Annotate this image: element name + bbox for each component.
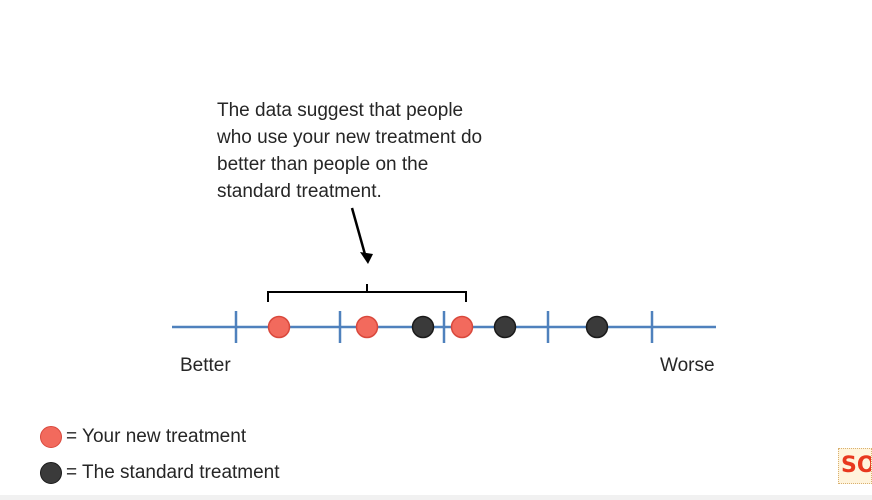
new-treatment-point [267,315,291,339]
annotation-text: The data suggest that people who use you… [217,97,537,205]
annotation-line: standard treatment. [217,181,382,202]
legend-item-new-treatment: = Your new treatment [40,425,246,449]
arrow-head [360,252,373,264]
standard-treatment-point [585,315,609,339]
arrow-shaft [350,207,368,259]
new-treatment-point [450,315,474,339]
standard-treatment-point [411,315,435,339]
scale-ticks [234,311,654,343]
worse-label: Worse [660,355,715,376]
logo: SO [838,448,872,484]
better-label: Better [180,355,231,376]
bracket [267,284,467,302]
legend-label: = Your new treatment [66,426,247,447]
bottom-divider [0,495,872,500]
legend-label: = The standard treatment [66,462,280,483]
red-dot-icon [40,426,62,448]
data-points [267,315,609,339]
annotation-line: better than people on the [217,154,429,175]
dark-dot-icon [40,462,62,484]
annotation-line: who use your new treatment do [217,127,483,148]
standard-treatment-point [493,315,517,339]
legend-item-standard-treatment: = The standard treatment [40,461,280,485]
annotation-line: The data suggest that people [217,100,464,121]
logo-mark: SO [841,453,871,478]
new-treatment-point [355,315,379,339]
